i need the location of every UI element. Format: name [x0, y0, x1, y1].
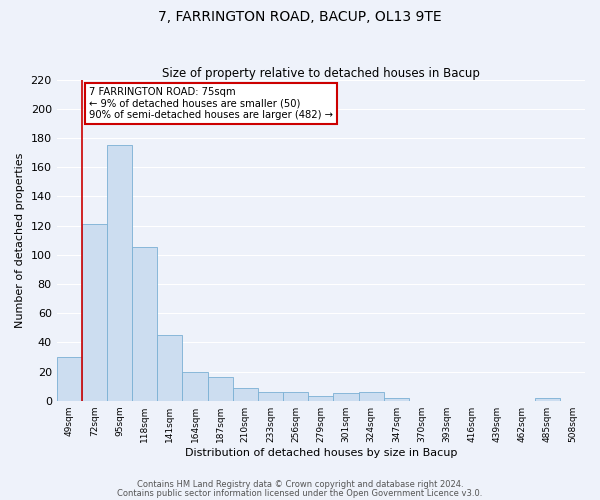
Y-axis label: Number of detached properties: Number of detached properties	[15, 152, 25, 328]
Bar	[132, 248, 157, 400]
Bar	[359, 392, 384, 400]
Bar	[233, 388, 258, 400]
X-axis label: Distribution of detached houses by size in Bacup: Distribution of detached houses by size …	[185, 448, 457, 458]
Text: Contains public sector information licensed under the Open Government Licence v3: Contains public sector information licen…	[118, 488, 482, 498]
Bar	[107, 145, 132, 401]
Bar	[308, 396, 334, 400]
Bar	[182, 372, 208, 400]
Bar	[384, 398, 409, 400]
Bar	[157, 335, 182, 400]
Bar	[82, 224, 107, 400]
Bar	[535, 398, 560, 400]
Bar	[258, 392, 283, 400]
Text: Contains HM Land Registry data © Crown copyright and database right 2024.: Contains HM Land Registry data © Crown c…	[137, 480, 463, 489]
Text: 7, FARRINGTON ROAD, BACUP, OL13 9TE: 7, FARRINGTON ROAD, BACUP, OL13 9TE	[158, 10, 442, 24]
Bar	[56, 357, 82, 401]
Bar	[283, 392, 308, 400]
Title: Size of property relative to detached houses in Bacup: Size of property relative to detached ho…	[162, 66, 480, 80]
Text: 7 FARRINGTON ROAD: 75sqm
← 9% of detached houses are smaller (50)
90% of semi-de: 7 FARRINGTON ROAD: 75sqm ← 9% of detache…	[89, 87, 334, 120]
Bar	[334, 394, 359, 400]
Bar	[208, 378, 233, 400]
